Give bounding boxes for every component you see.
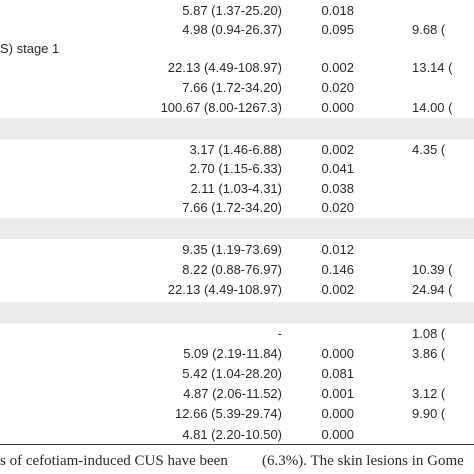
odds-ratio-multivariate: 10.39 ( [412, 262, 453, 277]
odds-ratio-univariate: 7.66 (1.72-34.20) [182, 80, 282, 95]
table-row: 5.09 (2.19-11.84) 0.000 3.86 ( [0, 343, 474, 364]
odds-ratio-univariate: 5.09 (2.19-11.84) [183, 346, 282, 361]
table-section-separator [0, 302, 474, 323]
odds-ratio-univariate: 2.11 (1.03-4.31) [190, 181, 282, 196]
p-value-univariate: 0.002 [321, 142, 354, 157]
p-value-univariate: 0.146 [321, 262, 354, 277]
p-value-univariate: 0.000 [321, 406, 354, 421]
odds-ratio-multivariate: 1.08 ( [412, 326, 446, 341]
table-row: 8.22 (0.88-76.97) 0.146 10.39 ( [0, 259, 474, 280]
odds-ratio-univariate: 22.13 (4.49-108.97) [167, 282, 282, 297]
odds-ratio-univariate: 5.42 (1.04-28.20) [182, 366, 282, 381]
table-row: 100.67 (8.00-1267.3) 0.000 14.00 ( [0, 97, 474, 118]
odds-ratio-univariate: 4.87 (2.06-11.52) [183, 386, 282, 401]
odds-ratio-univariate: 2.70 (1.15-6.33) [189, 161, 282, 176]
table-row: 7.66 (1.72-34.20) 0.020 [0, 77, 474, 98]
odds-ratio-multivariate: 14.00 ( [412, 100, 453, 115]
table-row: 7.66 (1.72-34.20) 0.020 [0, 197, 474, 218]
table-row: 5.42 (1.04-28.20) 0.081 [0, 363, 474, 384]
odds-ratio-multivariate: 9.90 ( [412, 406, 446, 421]
results-table: 5.87 (1.37-25.20) 0.018 4.98 (0.94-26.37) 0… [0, 0, 474, 445]
odds-ratio-univariate: 8.22 (0.88-76.97) [182, 262, 282, 277]
odds-ratio-univariate: 4.81 (2.20-10.50) [182, 427, 282, 442]
p-value-univariate: 0.041 [321, 161, 354, 176]
table-row: 2.11 (1.03-4.31) 0.038 [0, 178, 474, 199]
odds-ratio-univariate: 3.17 (1.46-6.88) [189, 142, 282, 157]
table-row: 12.66 (5.39-29.74) 0.000 9.90 ( [0, 403, 474, 424]
odds-ratio-multivariate: 24.94 ( [412, 282, 453, 297]
table-row: 22.13 (4.49-108.97) 0.002 13.14 ( [0, 57, 474, 78]
table-row: 2.70 (1.15-6.33) 0.041 [0, 158, 474, 179]
odds-ratio-univariate: 12.66 (5.39-29.74) [175, 406, 282, 421]
p-value-univariate: 0.012 [321, 242, 354, 257]
table-row: 5.87 (1.37-25.20) 0.018 [0, 0, 474, 21]
odds-ratio-multivariate: 3.86 ( [412, 346, 446, 361]
p-value-univariate: 0.001 [321, 386, 354, 401]
p-value-univariate: 0.020 [321, 80, 354, 95]
table-row: 9.35 (1.19-73.69) 0.012 [0, 239, 474, 260]
odds-ratio-univariate: 100.67 (8.00-1267.3) [160, 100, 282, 115]
table-row: 4.81 (2.20-10.50) 0.000 [0, 424, 474, 445]
odds-ratio-univariate: 4.98 (0.94-26.37) [182, 22, 282, 37]
p-value-univariate: 0.018 [321, 3, 354, 18]
row-label: S) stage 1 [0, 41, 60, 56]
table-row: - 1.08 ( [0, 323, 474, 344]
odds-ratio-univariate: 7.66 (1.72-34.20) [182, 200, 282, 215]
p-value-univariate: 0.000 [321, 100, 354, 115]
p-value-univariate: 0.000 [321, 346, 354, 361]
p-value-univariate: 0.002 [321, 60, 354, 75]
table-row: S) stage 1 [0, 38, 474, 59]
table-row: 22.13 (4.49-108.97) 0.002 24.94 ( [0, 279, 474, 300]
table-row: 4.87 (2.06-11.52) 0.001 3.12 ( [0, 383, 474, 404]
table-section-separator [0, 118, 474, 139]
p-value-univariate: 0.002 [321, 282, 354, 297]
odds-ratio-univariate: 9.35 (1.19-73.69) [182, 242, 282, 257]
odds-ratio-multivariate: 3.12 ( [412, 386, 446, 401]
p-value-univariate: 0.095 [321, 22, 354, 37]
table-row: 4.98 (0.94-26.37) 0.095 9.68 ( [0, 19, 474, 40]
body-text-right-column: (6.3%). The skin lesions in Gome [262, 453, 464, 469]
odds-ratio-multivariate: 13.14 ( [412, 60, 453, 75]
odds-ratio-univariate: 22.13 (4.49-108.97) [167, 60, 282, 75]
body-text-left-column: s of cefotiam-induced CUS have been [0, 453, 228, 469]
p-value-univariate: 0.081 [321, 366, 354, 381]
table-bottom-rule [0, 444, 474, 445]
odds-ratio-multivariate: 9.68 ( [412, 22, 446, 37]
table-section-separator [0, 218, 474, 239]
p-value-univariate: 0.038 [321, 181, 354, 196]
odds-ratio-multivariate: 4.35 ( [412, 142, 446, 157]
p-value-univariate: 0.000 [321, 427, 354, 442]
p-value-univariate: 0.020 [321, 200, 354, 215]
table-row: 3.17 (1.46-6.88) 0.002 4.35 ( [0, 139, 474, 160]
odds-ratio-univariate: - [277, 326, 282, 341]
odds-ratio-univariate: 5.87 (1.37-25.20) [182, 3, 282, 18]
